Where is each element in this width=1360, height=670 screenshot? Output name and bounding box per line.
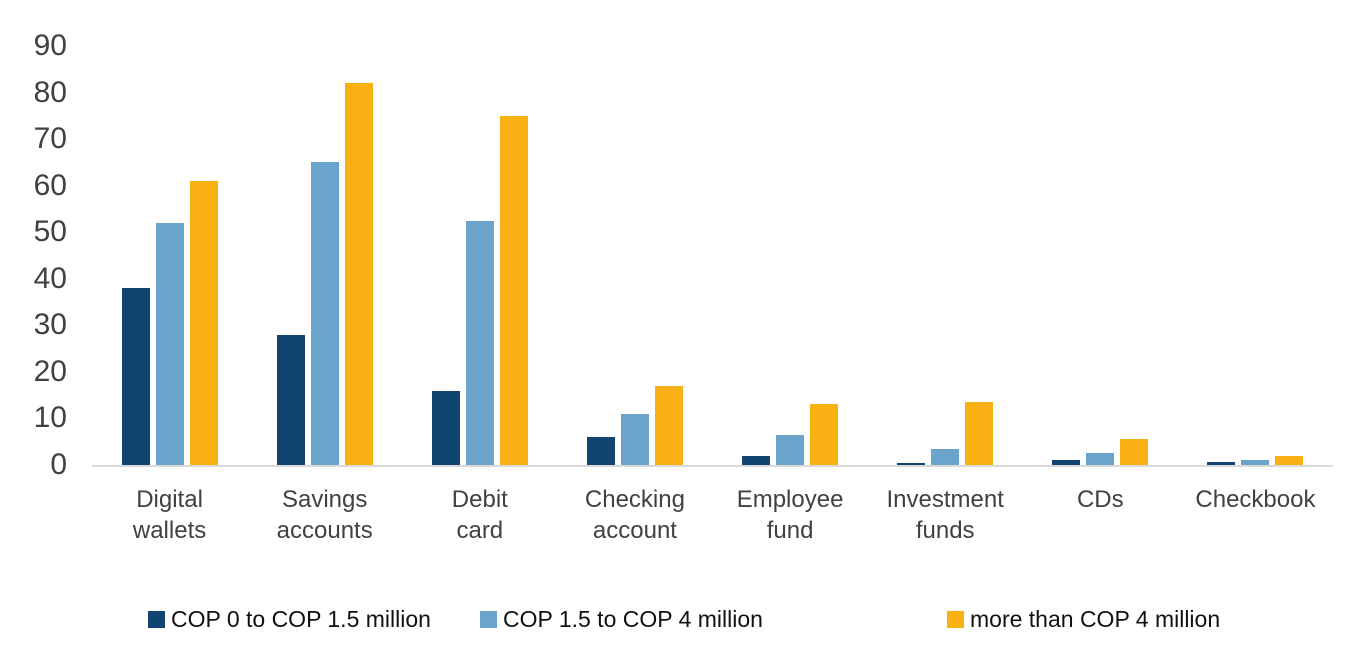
bar-series-2-employee-fund <box>810 404 839 465</box>
legend-item: COP 0 to COP 1.5 million <box>148 606 431 632</box>
y-axis-tick-label: 30 <box>33 308 67 342</box>
bar-series-2-debit-card <box>499 115 528 465</box>
x-axis-label: Digital wallets <box>92 484 247 546</box>
x-axis-label-line: CDs <box>1076 486 1124 513</box>
x-axis-label: Investment funds <box>868 484 1023 546</box>
bar-group-digital-wallets <box>92 181 247 465</box>
bar-series-1-investment-funds <box>931 448 960 465</box>
bar-series-2-investment-funds <box>965 402 994 465</box>
y-axis-tick-label: 60 <box>33 168 67 202</box>
x-axis-label: Debit card <box>402 484 557 546</box>
bar-series-2-digital-wallets <box>189 181 218 465</box>
bar-series-2-checkbook <box>1275 455 1304 465</box>
y-axis-tick-label: 10 <box>33 401 67 435</box>
bar-group-employee-fund <box>713 404 868 465</box>
bar-series-2-checking-account <box>654 385 683 465</box>
bar-series-1-debit-card <box>465 220 494 465</box>
bar-series-0-digital-wallets <box>121 288 150 465</box>
x-axis-label: Checking account <box>557 484 712 546</box>
bar-series-0-cds <box>1052 460 1081 465</box>
x-axis-label-line: Checkbook <box>1195 486 1316 513</box>
bar-group-checking-account <box>557 385 712 465</box>
bar-series-0-debit-card <box>431 390 460 465</box>
y-axis-tick-label: 40 <box>33 261 67 295</box>
x-axis-label-line: card <box>456 517 504 544</box>
x-axis-label: Checkbook <box>1178 484 1333 546</box>
x-axis-label: Savings accounts <box>247 484 402 546</box>
x-axis-label-line: Checking <box>584 486 685 513</box>
y-axis-tick-label: 70 <box>33 122 67 156</box>
bar-series-0-savings-accounts <box>276 334 305 465</box>
bar-group-debit-card <box>402 115 557 465</box>
x-axis-label-line: Investment <box>886 486 1004 513</box>
legend-swatch-icon <box>148 610 165 628</box>
bar-series-2-cds <box>1120 439 1149 465</box>
legend-label: COP 1.5 to COP 4 million <box>503 606 763 632</box>
legend-swatch-icon <box>480 610 497 628</box>
bar-series-1-digital-wallets <box>155 222 184 465</box>
y-axis-tick-label: 0 <box>50 448 67 481</box>
y-axis-tick-label: 90 <box>33 29 67 62</box>
y-axis-tick-label: 20 <box>33 354 67 388</box>
bar-series-1-checkbook <box>1241 460 1270 465</box>
x-axis-label-line: wallets <box>132 517 207 544</box>
bar-series-1-cds <box>1086 453 1115 465</box>
x-axis-label: Employee fund <box>713 484 868 546</box>
bar-group-checkbook <box>1178 455 1333 465</box>
bar-series-1-employee-fund <box>776 434 805 465</box>
y-axis-tick-label: 80 <box>33 75 67 109</box>
legend-item: more than COP 4 million <box>947 606 1221 632</box>
x-axis-label-line: account <box>592 517 677 544</box>
x-axis-label-line: accounts <box>276 517 373 544</box>
bar-series-0-investment-funds <box>897 462 926 465</box>
plot-area <box>92 46 1333 467</box>
legend-label: COP 0 to COP 1.5 million <box>171 606 431 632</box>
bar-series-0-checkbook <box>1207 462 1236 465</box>
x-axis-label-line: Savings <box>281 486 368 513</box>
x-axis-label-line: Debit <box>451 486 508 513</box>
bar-group-cds <box>1023 439 1178 465</box>
bar-series-0-employee-fund <box>742 455 771 465</box>
x-axis-label: CDs <box>1023 484 1178 546</box>
x-axis-label-line: fund <box>766 517 814 544</box>
x-axis-label-line: Employee <box>736 486 844 513</box>
x-axis-labels: Digital wallets Savings accounts Debit card Ch… <box>92 484 1333 546</box>
legend-label: more than COP 4 million <box>970 606 1221 632</box>
bar-group-savings-accounts <box>247 83 402 465</box>
bar-series-0-checking-account <box>586 437 615 465</box>
legend-swatch-icon <box>947 610 964 628</box>
x-axis-label-line: Digital <box>136 486 203 513</box>
bar-series-1-savings-accounts <box>310 162 339 465</box>
y-axis-tick-label: 50 <box>33 215 67 249</box>
bar-series-2-savings-accounts <box>344 83 373 465</box>
legend-item: COP 1.5 to COP 4 million <box>480 606 763 632</box>
bar-group-investment-funds <box>868 402 1023 465</box>
bar-groups <box>92 46 1333 465</box>
bar-series-1-checking-account <box>620 413 649 465</box>
x-axis-label-line: funds <box>915 517 975 544</box>
